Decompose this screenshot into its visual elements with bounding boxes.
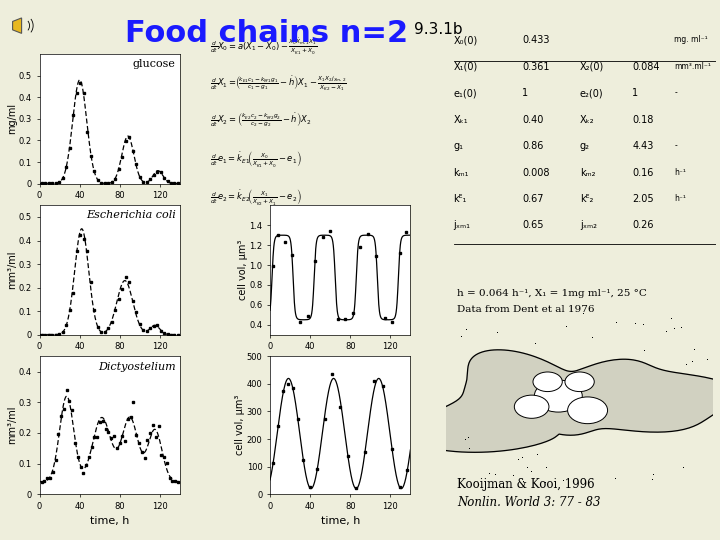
Text: e₂(0): e₂(0) [580,88,603,98]
Text: g₁: g₁ [454,141,464,151]
Text: Escherichia coli: Escherichia coli [86,211,176,220]
Text: X₀(0): X₀(0) [454,35,478,45]
Text: -: - [675,88,677,97]
Y-axis label: mm³/ml: mm³/ml [7,406,17,444]
Text: X₁(0): X₁(0) [454,62,478,72]
Text: -: - [675,141,677,150]
Text: h⁻¹: h⁻¹ [675,194,686,203]
X-axis label: time, h: time, h [320,516,360,526]
Text: 0.18: 0.18 [632,114,654,125]
Text: 0.65: 0.65 [522,220,544,231]
Polygon shape [13,18,22,33]
Text: 0.86: 0.86 [522,141,544,151]
Text: 0.361: 0.361 [522,62,549,72]
Text: $\frac{d}{dt}e_1 = \dot{k}_{E1}\!\left(\frac{X_0}{X_{K1}+X_0}-e_1\right)$: $\frac{d}{dt}e_1 = \dot{k}_{E1}\!\left(\… [210,149,302,169]
Text: X₂(0): X₂(0) [580,62,604,72]
Y-axis label: cell vol, μm³: cell vol, μm³ [235,395,245,455]
Text: 9.3.1b: 9.3.1b [414,22,463,37]
Text: Food chains n=2: Food chains n=2 [125,19,408,48]
Text: glucose: glucose [133,59,176,69]
Text: $\frac{d}{dt}X_1 = \!\left(\!\frac{k_{E1}c_1-k_{M1}g_1}{c_1-g_1}-\dot{h}\right)X: $\frac{d}{dt}X_1 = \!\left(\!\frac{k_{E1… [210,74,347,93]
Circle shape [514,395,549,418]
Polygon shape [407,350,720,453]
Circle shape [534,380,582,412]
Text: g₂: g₂ [580,141,590,151]
Text: kᴱ₂: kᴱ₂ [580,194,593,204]
Text: Data from Dent et al 1976: Data from Dent et al 1976 [457,305,595,314]
Text: 0.67: 0.67 [522,194,544,204]
Text: kₘ₁: kₘ₁ [454,167,469,178]
Text: 0.084: 0.084 [632,62,660,72]
X-axis label: time, h: time, h [90,516,130,526]
Text: Xₖ₂: Xₖ₂ [580,114,595,125]
Text: 1: 1 [632,88,639,98]
Text: $\frac{d}{dt}X_2 = \left(\frac{k_{E2}c_2-k_{M2}g_2}{c_2-g_2}-\dot{h}\right)X_2$: $\frac{d}{dt}X_2 = \left(\frac{k_{E2}c_2… [210,111,312,129]
Text: Nonlin. World 3: 77 - 83: Nonlin. World 3: 77 - 83 [457,496,600,509]
Circle shape [567,397,608,424]
Text: 1: 1 [522,88,528,98]
Text: mm³.ml⁻¹: mm³.ml⁻¹ [675,62,711,71]
Y-axis label: mm³/ml: mm³/ml [7,251,17,289]
Text: h = 0.064 h⁻¹, X₁ = 1mg ml⁻¹, 25 °C: h = 0.064 h⁻¹, X₁ = 1mg ml⁻¹, 25 °C [457,289,647,298]
Text: 0.40: 0.40 [522,114,544,125]
Text: 4.43: 4.43 [632,141,654,151]
Text: 0.16: 0.16 [632,167,654,178]
Y-axis label: cell vol, μm³: cell vol, μm³ [238,240,248,300]
Text: mg. ml⁻¹: mg. ml⁻¹ [675,35,708,44]
Text: 0.008: 0.008 [522,167,549,178]
Text: 0.433: 0.433 [522,35,549,45]
Text: h⁻¹: h⁻¹ [675,167,686,177]
Text: kᴱ₁: kᴱ₁ [454,194,467,204]
Text: 0.26: 0.26 [632,220,654,231]
Text: Kooijman & Kooi, 1996: Kooijman & Kooi, 1996 [457,478,595,491]
Text: jₓₘ₁: jₓₘ₁ [454,220,471,231]
Text: kₘ₂: kₘ₂ [580,167,595,178]
Circle shape [565,372,594,391]
Y-axis label: mg/ml: mg/ml [7,103,17,134]
Text: Xₖ₁: Xₖ₁ [454,114,468,125]
Text: e₁(0): e₁(0) [454,88,477,98]
Text: Dictyostelium: Dictyostelium [98,362,176,372]
Text: $\frac{d}{dt}e_2 = \dot{k}_{E2}\!\left(\frac{X_1}{X_{K2}+X_1}-e_2\right)$: $\frac{d}{dt}e_2 = \dot{k}_{E2}\!\left(\… [210,187,302,207]
Text: 2.05: 2.05 [632,194,654,204]
Circle shape [533,372,562,391]
Text: jₓₘ₂: jₓₘ₂ [580,220,597,231]
Text: $\frac{d}{dt}X_0 = \dot{a}(X_1 - X_0) - \frac{X_0\dot{X}_{m,1}X_1}{X_{K1}+X_0}$: $\frac{d}{dt}X_0 = \dot{a}(X_1 - X_0) - … [210,36,318,57]
